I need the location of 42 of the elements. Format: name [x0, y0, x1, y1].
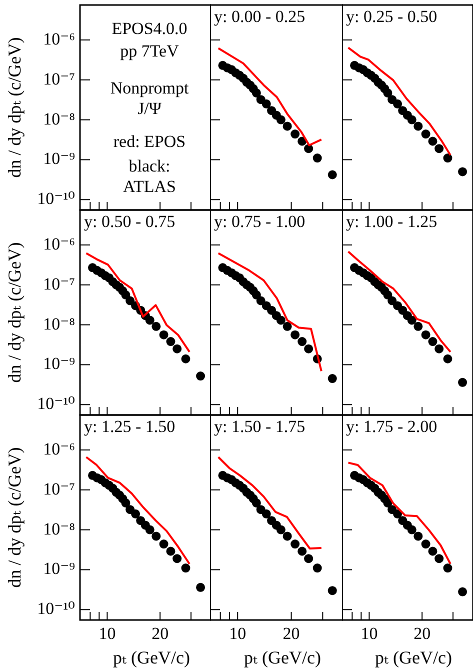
y-tick-label: 10⁻¹⁰ [37, 599, 76, 618]
y-tick-label: 10⁻⁹ [43, 149, 76, 168]
x-tick-label: 20 [152, 624, 169, 643]
y-tick-label: 10⁻⁹ [43, 559, 76, 578]
x-axis-title: pₜ (GeV/c) [113, 648, 190, 668]
chart-title: y: 1.50 - 1.75 [214, 416, 306, 436]
x-axis-title: pₜ (GeV/c) [375, 648, 452, 668]
annotation: pp 7TeV [120, 42, 180, 61]
y-tick-label: 10⁻⁷ [43, 274, 76, 294]
annotation: black: [128, 156, 170, 176]
y-tick-label: 10⁻⁸ [43, 314, 76, 334]
y-tick-label: 10⁻⁷ [43, 479, 76, 498]
y-tick-label: 10⁻⁸ [43, 109, 76, 128]
chart-title: y: 1.25 - 1.50 [84, 416, 176, 436]
annotation: ATLAS [123, 176, 176, 196]
chart-title: y: 0.25 - 0.50 [346, 6, 438, 26]
chart-title: y: 1.00 - 1.25 [346, 212, 438, 231]
x-axis-title: pₜ (GeV/c) [244, 648, 321, 668]
chart-title: y: 0.00 - 0.25 [214, 6, 306, 26]
annotation: EPOS4.0.0 [112, 19, 188, 38]
annotation: red: EPOS [113, 132, 186, 151]
y-tick-label: 10⁻⁹ [43, 354, 76, 374]
y-axis-title: dn / dy dpₜ (c/GeV) [4, 447, 25, 588]
chart-title: y: 0.75 - 1.00 [214, 212, 306, 231]
y-tick-label: 10⁻⁶ [43, 234, 76, 254]
x-tick-label: 20 [414, 624, 431, 643]
y-axis-title: dn / dy dpₜ (c/GeV) [4, 37, 25, 178]
x-tick-label: 10 [360, 624, 378, 643]
y-tick-label: 10⁻⁶ [43, 29, 76, 48]
y-tick-label: 10⁻¹⁰ [37, 189, 76, 208]
chart-title: y: 0.50 - 0.75 [84, 212, 176, 231]
y-tick-label: 10⁻⁸ [43, 519, 76, 538]
annotation: Nonprompt [110, 78, 189, 98]
annotation: J/Ψ [138, 99, 162, 118]
y-tick-label: 10⁻⁷ [43, 69, 76, 88]
x-tick-label: 20 [282, 624, 300, 643]
chart-title: y: 1.75 - 2.00 [346, 416, 438, 436]
y-tick-label: 10⁻¹⁰ [37, 394, 76, 414]
x-tick-label: 10 [229, 624, 246, 643]
y-tick-label: 10⁻⁶ [43, 439, 76, 458]
x-tick-label: 10 [98, 624, 116, 643]
y-axis-title: dn / dy dpₜ (c/GeV) [4, 242, 25, 383]
